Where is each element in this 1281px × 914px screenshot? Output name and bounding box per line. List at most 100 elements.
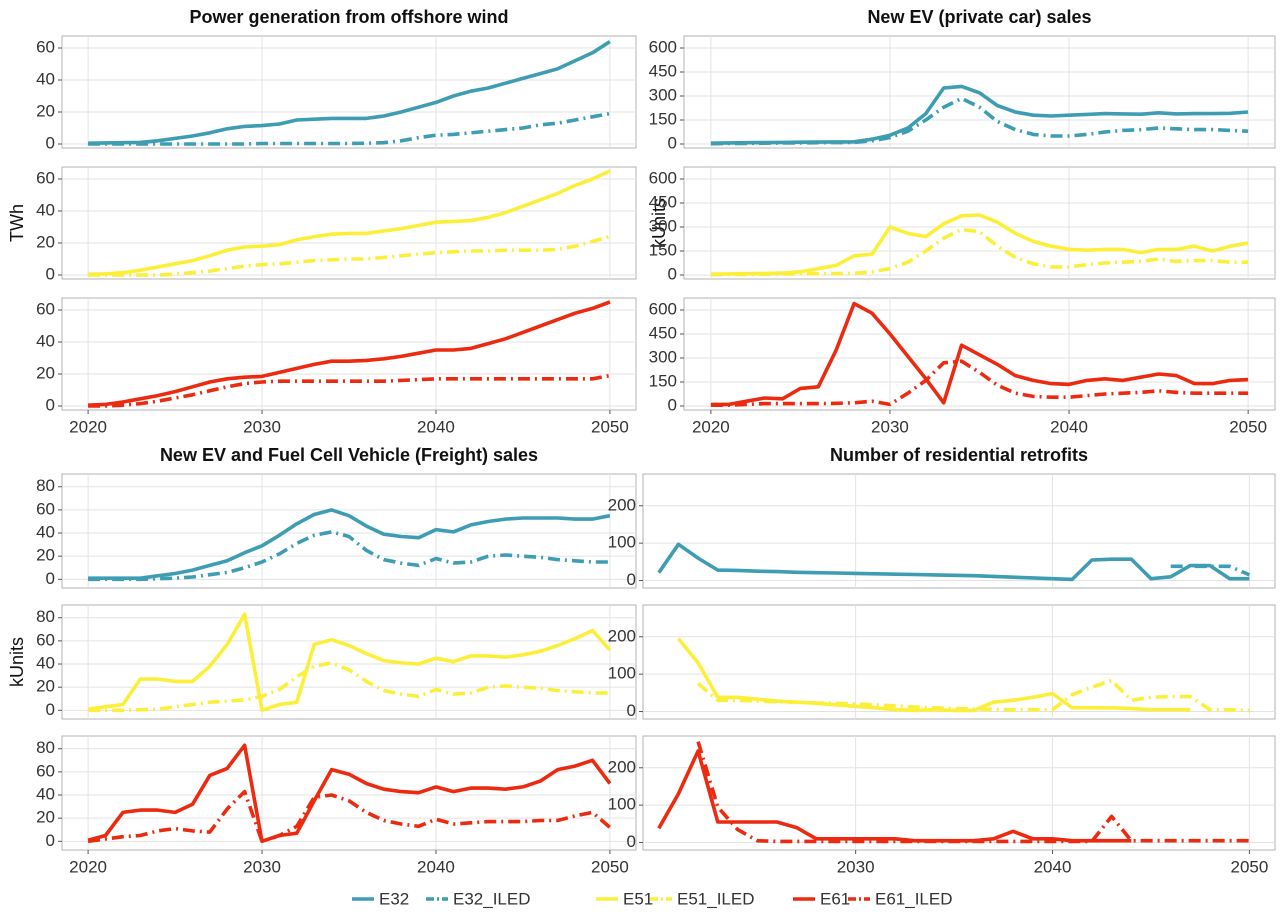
chart-title: Number of residential retrofits	[830, 445, 1088, 465]
y-tick-label: 0	[627, 832, 636, 851]
y-tick-label: 60	[36, 761, 55, 780]
x-tick-label: 2050	[591, 417, 629, 436]
x-tick-label: 2030	[243, 417, 281, 436]
y-tick-label: 600	[649, 37, 677, 56]
y-tick-label: 40	[36, 331, 55, 350]
series-line	[696, 741, 1250, 844]
y-tick-label: 80	[36, 476, 55, 495]
panel	[61, 166, 637, 280]
x-tick-label: 2030	[837, 857, 875, 876]
y-tick-label: 450	[649, 192, 677, 211]
panel	[642, 604, 1276, 720]
y-tick-label: 40	[36, 69, 55, 88]
y-tick-label: 600	[649, 299, 677, 318]
series-line	[88, 530, 610, 582]
y-tick-label: 600	[649, 168, 677, 187]
y-tick-label: 60	[36, 630, 55, 649]
legend-label: E61_ILED	[875, 889, 953, 908]
x-tick-label: 2040	[1050, 417, 1088, 436]
y-tick-label: 200	[608, 495, 636, 514]
legend-label: E51	[623, 889, 653, 908]
y-tick-label: 450	[649, 61, 677, 80]
legend-item: E51_ILED	[650, 889, 755, 908]
y-tick-label: 80	[36, 607, 55, 626]
legend-item: E32	[352, 889, 409, 908]
y-tick-label: 200	[608, 757, 636, 776]
y-tick-label: 20	[36, 363, 55, 382]
series-line	[88, 111, 611, 146]
y-tick-label: 0	[46, 395, 55, 414]
panel	[61, 297, 637, 411]
y-tick-label: 40	[36, 200, 55, 219]
legend-item: E61_ILED	[848, 889, 953, 908]
y-tick-label: 450	[649, 323, 677, 342]
panel	[61, 735, 637, 851]
y-tick-label: 0	[668, 395, 677, 414]
legend-label: E32	[379, 889, 409, 908]
y-tick-label: 150	[649, 240, 677, 259]
series-line	[87, 743, 612, 844]
series-line	[657, 542, 1250, 582]
series-line	[710, 301, 1249, 407]
panel	[61, 473, 637, 589]
y-tick-label: 0	[46, 700, 55, 719]
y-tick-label: 60	[36, 37, 55, 56]
y-tick-label: 100	[608, 533, 636, 552]
x-tick-label: 2040	[417, 417, 455, 436]
y-tick-label: 0	[627, 701, 636, 720]
y-tick-label: 40	[36, 523, 55, 542]
x-tick-label: 2020	[69, 857, 107, 876]
series-line	[696, 678, 1250, 713]
series-line	[88, 300, 611, 407]
y-tick-label: 150	[649, 109, 677, 128]
y-tick-label: 0	[668, 264, 677, 283]
chart-title: Power generation from offshore wind	[189, 7, 508, 27]
legend-item: E61	[793, 889, 850, 908]
y-tick-label: 0	[46, 831, 55, 850]
y-axis-title: TWh	[7, 204, 27, 242]
chart-title: New EV and Fuel Cell Vehicle (Freight) s…	[160, 445, 538, 465]
x-tick-label: 2050	[591, 857, 629, 876]
legend-label: E51_ILED	[677, 889, 755, 908]
y-tick-label: 200	[608, 626, 636, 645]
series-line	[710, 227, 1249, 277]
y-tick-label: 100	[608, 795, 636, 814]
series-line	[87, 612, 612, 713]
x-tick-label: 2020	[692, 417, 730, 436]
series-line	[88, 508, 611, 580]
series-line	[710, 359, 1249, 407]
panel	[642, 735, 1276, 851]
y-tick-label: 0	[627, 570, 636, 589]
y-tick-label: 300	[649, 216, 677, 235]
series-line	[88, 661, 610, 713]
legend-item: E51	[596, 889, 653, 908]
y-tick-label: 40	[36, 785, 55, 804]
panel	[683, 166, 1276, 280]
y-tick-label: 300	[649, 85, 677, 104]
chart-title: New EV (private car) sales	[867, 7, 1091, 27]
series-line	[87, 789, 612, 844]
y-tick-label: 60	[36, 299, 55, 318]
series-line	[677, 637, 1191, 713]
x-tick-label: 2030	[243, 857, 281, 876]
y-tick-label: 300	[649, 347, 677, 366]
series-line	[710, 96, 1249, 146]
y-tick-label: 0	[668, 133, 677, 152]
y-tick-label: 100	[608, 664, 636, 683]
panel	[61, 35, 637, 149]
y-tick-label: 0	[46, 133, 55, 152]
y-tick-label: 20	[36, 101, 55, 120]
legend-item: E32_ILED	[426, 889, 531, 908]
series-line	[657, 749, 1132, 843]
series-line	[1170, 564, 1251, 577]
panel	[61, 604, 637, 720]
y-tick-label: 20	[36, 232, 55, 251]
y-tick-label: 150	[649, 371, 677, 390]
y-tick-label: 60	[36, 499, 55, 518]
series-line	[88, 169, 611, 276]
legend-label: E32_ILED	[453, 889, 531, 908]
x-tick-label: 2040	[1034, 857, 1072, 876]
legend-label: E61	[820, 889, 850, 908]
series-line	[88, 373, 611, 408]
